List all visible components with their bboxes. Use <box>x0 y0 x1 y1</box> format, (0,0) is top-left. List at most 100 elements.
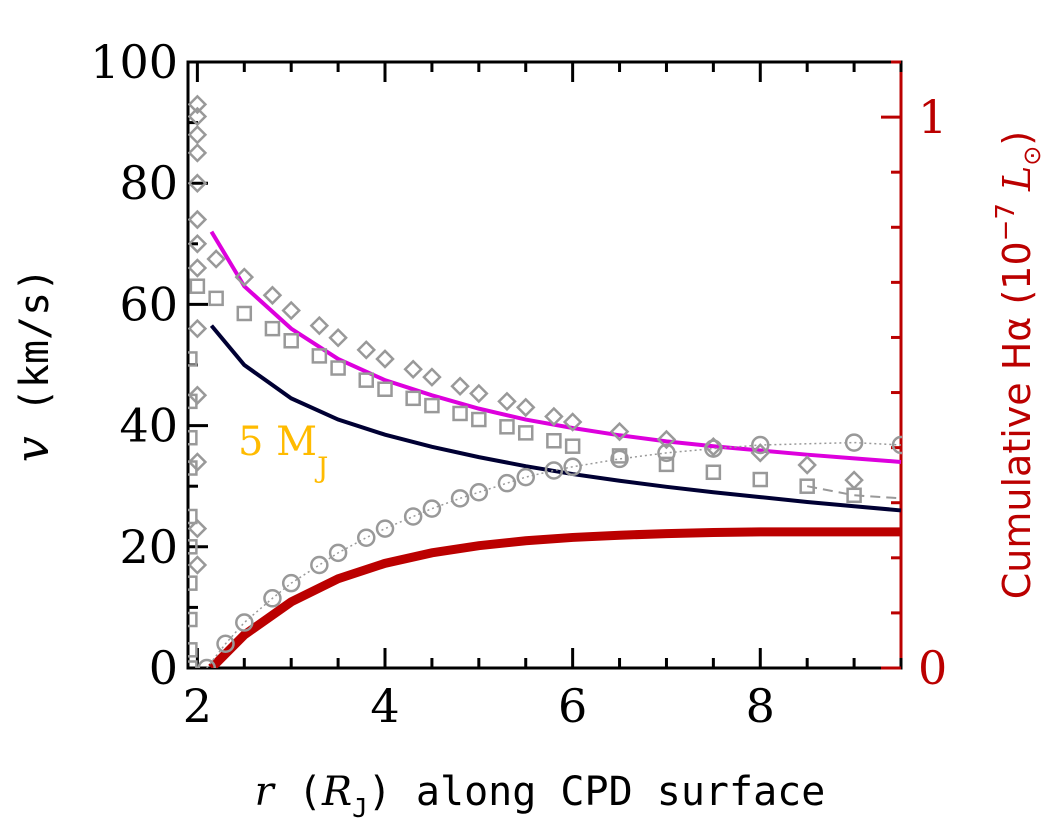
diamond-marker <box>609 421 630 442</box>
circle-marker <box>544 461 564 480</box>
diamond-marker <box>188 94 208 115</box>
circle-marker <box>844 433 864 452</box>
square-marker <box>799 478 815 494</box>
diamond-marker <box>750 443 771 463</box>
y-axis-right-text: Cumulative Hα <box>995 317 1039 600</box>
diamond-marker <box>188 318 208 339</box>
y-left-tick-label: 0 <box>149 641 178 695</box>
diamond-marker <box>656 429 677 450</box>
diamond-marker <box>403 359 423 380</box>
circle-marker <box>281 573 301 593</box>
diamond-marker <box>188 555 208 575</box>
circle-marker <box>422 499 442 518</box>
mass-annotation-sub: J <box>314 451 328 484</box>
diamond-marker <box>281 300 301 321</box>
y-right-tick-label: 0 <box>918 641 947 695</box>
diamond-marker <box>188 106 208 127</box>
diamond-marker <box>309 315 330 336</box>
y-axis-right-sym: L <box>995 166 1039 192</box>
y-axis-left-title: v (km/s) <box>5 268 59 463</box>
x-axis-rest: along CPD surface <box>416 769 825 815</box>
circle-marker <box>610 449 629 469</box>
circle-marker <box>197 658 217 668</box>
y-left-tick-label: 60 <box>119 277 178 331</box>
diamond-marker <box>375 349 395 369</box>
series-line-circles <box>206 441 902 668</box>
circle-marker <box>216 634 235 654</box>
square-marker <box>471 411 487 428</box>
y-axis-right-title: Cumulative Hα (10−7 L⊙) <box>991 131 1046 599</box>
x-tick-label: 6 <box>558 679 587 733</box>
series-layer <box>188 94 902 668</box>
x-axis-unit: R <box>321 769 352 815</box>
circle-marker <box>516 467 535 487</box>
x-tick-label: 2 <box>183 679 212 733</box>
square-marker <box>188 429 198 446</box>
diamond-marker <box>188 143 208 163</box>
diamond-marker <box>469 383 489 404</box>
circle-marker <box>403 507 423 526</box>
y-axis-right-open: (10 <box>995 241 1039 304</box>
square-marker <box>236 305 253 322</box>
diamond-marker <box>450 376 470 396</box>
square-marker <box>452 405 468 422</box>
square-marker <box>752 471 769 488</box>
circle-marker <box>469 483 489 502</box>
diamond-marker <box>422 367 442 387</box>
series-line-magenta <box>209 230 902 464</box>
square-marker <box>188 575 198 591</box>
series-line-red <box>208 527 901 668</box>
square-marker <box>188 660 198 668</box>
y-right-tick-label: 1 <box>918 90 947 144</box>
circle-marker <box>263 589 282 608</box>
diamond-marker <box>356 340 377 360</box>
x-axis-unit-sub: J <box>352 794 368 824</box>
diamond-marker <box>234 267 255 287</box>
y-axis-left-unit: (km/s) <box>12 268 58 413</box>
square-marker <box>705 464 722 481</box>
x-axis-title: r (RJ) along CPD surface <box>255 769 826 824</box>
y-left-tick-label: 40 <box>119 399 178 453</box>
series-line-navy <box>209 324 902 513</box>
diamond-marker <box>497 391 517 412</box>
square-marker <box>424 397 440 414</box>
diamond-marker <box>562 412 583 432</box>
diamond-marker <box>844 470 864 490</box>
square-marker <box>405 390 421 407</box>
square-marker <box>517 425 534 441</box>
diamond-marker <box>188 234 208 254</box>
diamond-marker <box>188 518 208 539</box>
diamond-marker <box>515 397 536 418</box>
diamond-marker <box>188 209 208 230</box>
y-axis-left-var: v <box>5 436 59 462</box>
y-left-tick-label: 100 <box>90 35 178 89</box>
circle-marker <box>891 435 902 455</box>
diamond-marker <box>188 173 208 193</box>
diamond-marker <box>797 455 817 475</box>
square-marker <box>189 278 206 294</box>
circle-marker <box>704 439 723 458</box>
square-marker <box>264 320 281 337</box>
circle-marker <box>497 473 517 493</box>
circle-marker <box>450 489 470 508</box>
square-marker <box>358 372 374 388</box>
circle-marker <box>235 613 254 632</box>
y-axis-right-exp: −7 <box>991 203 1021 241</box>
square-marker <box>208 290 224 307</box>
mass-annotation-text: 5 M <box>238 419 317 465</box>
square-marker <box>611 448 628 464</box>
diamond-marker <box>262 285 283 306</box>
square-marker <box>188 393 198 410</box>
diamond-marker <box>328 327 348 348</box>
square-marker <box>283 333 299 349</box>
square-marker <box>311 348 328 364</box>
diamond-marker <box>188 124 208 145</box>
x-tick-label: 8 <box>746 679 775 733</box>
circle-marker <box>328 543 348 563</box>
circle-marker <box>310 555 329 575</box>
diamond-marker <box>544 406 564 427</box>
square-marker <box>658 456 675 473</box>
circle-marker <box>563 457 582 477</box>
